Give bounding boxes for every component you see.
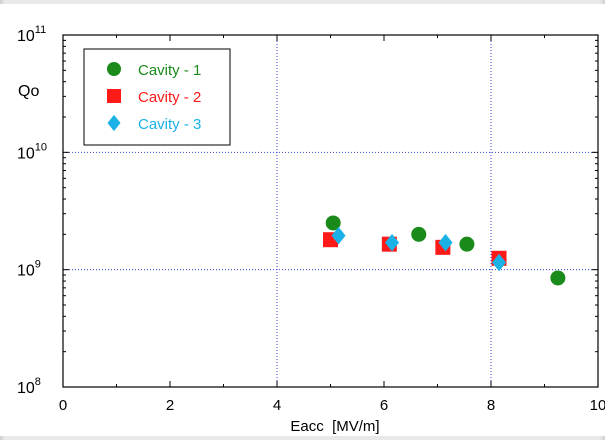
y-tick-label: 1010: [17, 141, 47, 162]
chart-panel: 0 2 4 6 8 10 108 109 1010 1011 Cavity - 1 Cavity - …: [0, 4, 605, 436]
legend-label-3: Cavity - 3: [138, 116, 201, 133]
data-point-series-1: [325, 215, 341, 231]
legend-marker-2: [107, 89, 121, 103]
x-tick-label: 8: [487, 397, 495, 414]
legend-marker-1: [107, 62, 121, 76]
x-tick-label: 2: [166, 397, 174, 414]
y-tick-label: 1011: [17, 24, 46, 45]
data-point-series-3: [438, 233, 453, 252]
data-point-series-1: [550, 270, 566, 286]
legend-label-1: Cavity - 1: [138, 62, 201, 79]
y-tick-label: 109: [17, 259, 41, 280]
data-point-series-3: [331, 226, 346, 245]
chart-svg: 0 2 4 6 8 10 108 109 1010 1011 Cavity - 1 Cavity - …: [17, 24, 605, 414]
data-point-series-1: [411, 226, 427, 242]
data-point-series-1: [459, 236, 475, 252]
x-tick-label: 0: [59, 397, 67, 414]
y-tick-label: 108: [17, 376, 41, 397]
data-point-series-3: [492, 253, 507, 272]
legend-label-2: Cavity - 2: [138, 89, 201, 106]
x-tick-label: 4: [273, 397, 281, 414]
y-axis-label: Qo: [18, 83, 40, 100]
x-tick-label: 6: [380, 397, 388, 414]
x-tick-label: 10: [590, 397, 605, 414]
legend-marker-3: [107, 114, 121, 132]
data-point-series-3: [385, 233, 400, 252]
x-axis-label: Eacc [MV/m]: [290, 418, 380, 435]
